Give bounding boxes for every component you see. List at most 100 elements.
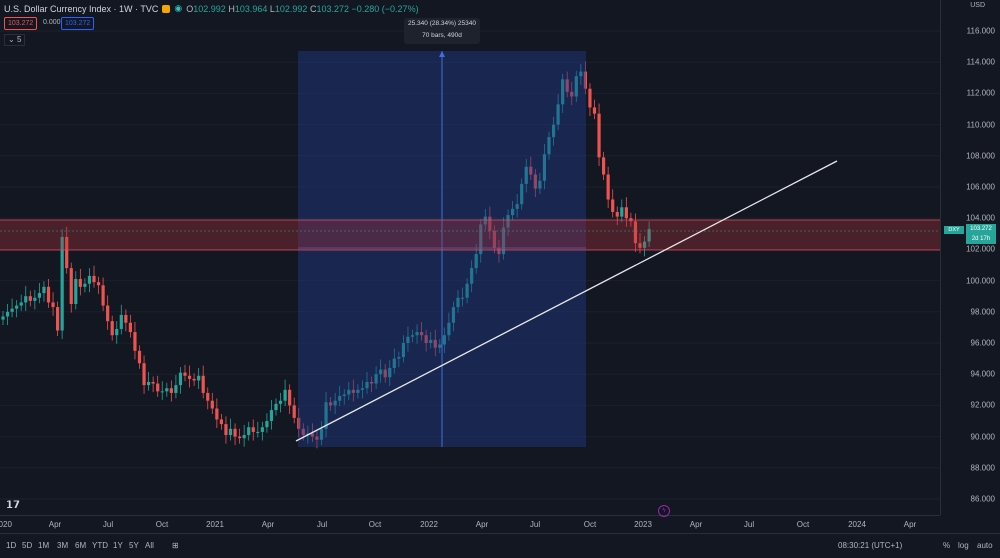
candle-body	[128, 322, 132, 333]
candle-body	[1, 316, 5, 320]
candle-body	[283, 389, 287, 401]
candle-body	[137, 350, 142, 364]
candle-body	[83, 283, 87, 287]
market-status-icon[interactable]	[162, 4, 171, 13]
candle-body	[37, 293, 41, 298]
candle-body	[160, 391, 164, 393]
candle-body	[451, 307, 456, 323]
currency-label[interactable]: USD	[970, 2, 985, 9]
candle-body	[597, 113, 601, 158]
time-tick: Apr	[48, 520, 62, 529]
candle-body	[210, 400, 214, 409]
candle-body	[369, 382, 374, 384]
symbol-title[interactable]: U.S. Dollar Currency Index · 1W · TVC	[4, 3, 159, 14]
spread-value: 0.000	[43, 19, 61, 26]
chart-grid	[0, 30, 940, 500]
candle-body	[542, 154, 547, 181]
candle-body	[242, 435, 246, 439]
candle-body	[24, 296, 28, 303]
range-button-3m[interactable]: 3M	[57, 541, 69, 550]
candle-body	[19, 302, 23, 306]
candle-body	[551, 124, 556, 138]
candle-body	[174, 385, 178, 393]
candle-body	[124, 314, 128, 323]
candle-body	[524, 166, 528, 184]
tradingview-logo[interactable]: 𝟭𝟳	[6, 500, 20, 511]
candle-body	[33, 297, 37, 301]
candle-body	[497, 247, 501, 255]
candle-body	[65, 236, 69, 269]
price-axis[interactable]: USD 116.000 114.000 112.000 110.000 108.000 1…	[940, 0, 1000, 515]
candle-body	[265, 421, 269, 428]
candle-body	[420, 332, 424, 336]
range-button-5y[interactable]: 5Y	[129, 541, 139, 550]
measure-arrowhead	[439, 51, 445, 57]
events-bolt-icon[interactable]: ϟ	[658, 505, 670, 517]
candle-body	[278, 400, 283, 404]
range-button-1m[interactable]: 1M	[38, 541, 50, 550]
range-button-5d[interactable]: 5D	[22, 541, 33, 550]
candle-body	[215, 408, 219, 420]
price-tick: 92.000	[970, 400, 995, 410]
time-tick: Apr	[261, 520, 275, 529]
indicators-toggle[interactable]: ⌄ 5	[4, 34, 26, 46]
candle-body	[360, 388, 365, 390]
candle-body	[110, 321, 114, 336]
candle-body	[56, 307, 60, 331]
candle-body	[442, 335, 446, 345]
percent-toggle[interactable]: %	[943, 541, 951, 550]
price-tick: 110.000	[966, 120, 995, 130]
candle-body	[219, 419, 223, 425]
price-tick: 112.000	[966, 88, 995, 98]
candle-body	[460, 297, 465, 299]
time-tick: 2020	[0, 520, 12, 529]
ticker-tag: DXY	[944, 226, 964, 234]
time-tick: Jul	[529, 520, 541, 529]
candle-body	[438, 344, 442, 348]
price-tick: 96.000	[970, 338, 995, 348]
bid-pill[interactable]: 103.272	[4, 17, 38, 30]
candle-body	[365, 382, 369, 389]
candle-body	[119, 314, 123, 329]
time-tick: 2024	[848, 520, 866, 529]
candle-body	[156, 383, 160, 392]
candle-body	[147, 382, 151, 386]
price-tick: 98.000	[970, 307, 995, 317]
candle-body	[456, 297, 460, 308]
range-button-6m[interactable]: 6M	[75, 541, 87, 550]
range-button-ytd[interactable]: YTD	[92, 541, 108, 550]
candle-body	[192, 378, 196, 381]
calendar-range-icon[interactable]: ⊞	[172, 541, 179, 550]
candle-body	[5, 311, 10, 317]
price-tick: 106.000	[966, 182, 995, 192]
range-button-all[interactable]: All	[145, 541, 154, 550]
auto-toggle[interactable]: auto	[977, 541, 993, 550]
time-axis[interactable]: 2020 Apr Jul Oct 2021 Apr Jul Oct 2022 Apr Jul Oct 2…	[0, 515, 940, 534]
candle-body	[642, 241, 647, 248]
candle-body	[579, 71, 583, 77]
candle-body	[183, 372, 187, 376]
range-button-1d[interactable]: 1D	[6, 541, 17, 550]
log-toggle[interactable]: log	[958, 541, 969, 550]
time-tick: 2023	[634, 520, 652, 529]
candle-body	[187, 375, 192, 379]
time-tick: Apr	[903, 520, 917, 529]
price-tick: 108.000	[966, 151, 995, 161]
range-button-1y[interactable]: 1Y	[113, 541, 123, 550]
candle-body	[251, 427, 255, 432]
resistance-zone[interactable]	[0, 220, 940, 250]
candle-body	[561, 79, 565, 105]
ask-pill[interactable]: 103.272	[61, 17, 95, 30]
clock-time[interactable]: 08:30:21 (UTC+1)	[838, 541, 903, 550]
visibility-eye-icon[interactable]: ◉	[174, 3, 183, 13]
time-tick: Jul	[316, 520, 328, 529]
candle-body	[356, 389, 360, 393]
candle-body	[78, 279, 82, 287]
time-tick: Oct	[368, 520, 382, 529]
price-chart[interactable]	[0, 0, 940, 515]
candle-body	[274, 403, 278, 411]
candle-body	[401, 343, 405, 358]
trendline[interactable]	[295, 160, 838, 442]
candle-body	[92, 275, 96, 283]
candle-body	[511, 208, 515, 216]
